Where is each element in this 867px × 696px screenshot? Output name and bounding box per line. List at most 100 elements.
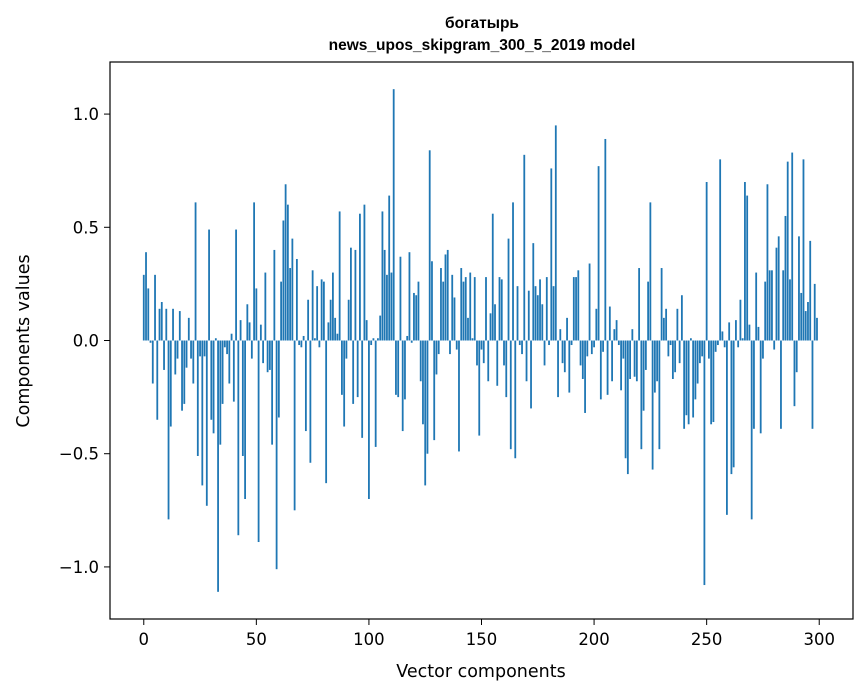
bar: [678, 340, 681, 364]
bar: [208, 229, 210, 341]
bar: [768, 270, 771, 341]
bar: [726, 340, 728, 515]
bar: [262, 340, 264, 364]
bar: [489, 313, 492, 341]
bar: [588, 263, 591, 341]
bar: [694, 340, 697, 400]
bar: [365, 320, 368, 341]
bar: [739, 299, 742, 341]
bar: [662, 317, 665, 341]
bar: [599, 340, 602, 400]
bar: [575, 277, 577, 341]
bar: [167, 340, 170, 520]
bar: [194, 202, 197, 341]
bar: [386, 274, 388, 341]
bar: [246, 304, 249, 341]
bar: [692, 340, 695, 418]
bar: [172, 308, 174, 341]
bar: [379, 315, 382, 341]
y-tick-label: −0.5: [59, 445, 99, 464]
bar: [719, 159, 722, 341]
bar: [667, 340, 670, 357]
bar: [615, 320, 618, 341]
bar: [268, 340, 271, 370]
bar: [264, 272, 267, 341]
bar: [656, 340, 659, 382]
bar: [289, 268, 292, 341]
bar: [399, 256, 402, 341]
bar: [277, 340, 280, 418]
bar: [586, 340, 589, 357]
y-tick-label: 0.5: [73, 218, 99, 237]
bar: [741, 338, 744, 341]
bar: [397, 340, 400, 398]
bar: [176, 340, 179, 359]
bar: [343, 340, 346, 427]
bar: [611, 340, 613, 382]
bar: [413, 292, 415, 341]
bar: [687, 340, 690, 425]
bar: [617, 340, 620, 346]
bar: [228, 340, 231, 384]
bar: [446, 249, 449, 341]
bar: [516, 286, 519, 341]
bar: [259, 324, 262, 341]
bar: [302, 335, 305, 341]
bar: [422, 340, 424, 425]
bar: [163, 340, 165, 370]
x-tick-label: 300: [803, 630, 835, 649]
bar: [771, 270, 773, 341]
bar: [271, 340, 274, 445]
x-axis: 0 50 100 150 200 250 300: [139, 619, 835, 649]
bar: [275, 340, 278, 570]
bar: [374, 340, 377, 447]
bar: [462, 281, 465, 341]
bar: [680, 295, 683, 341]
bar: [746, 195, 749, 341]
bar: [178, 311, 181, 341]
bar: [703, 340, 706, 586]
bar: [334, 317, 337, 341]
bar: [347, 299, 350, 341]
bar: [595, 308, 598, 341]
x-tick-label: 50: [246, 630, 267, 649]
bar: [388, 195, 391, 341]
bar: [793, 340, 796, 407]
bar: [203, 340, 206, 357]
bar: [419, 340, 422, 382]
bar: [689, 338, 692, 341]
bar: [368, 340, 370, 499]
bar: [518, 340, 521, 346]
bar: [644, 340, 647, 370]
bar: [732, 340, 735, 468]
bar: [676, 308, 679, 341]
bar: [577, 270, 580, 341]
bar: [552, 286, 555, 341]
bar: [471, 338, 474, 341]
bar: [674, 340, 677, 373]
bar: [512, 202, 514, 341]
bar: [223, 340, 226, 348]
bar: [250, 340, 253, 359]
bar: [541, 304, 544, 341]
bar: [142, 274, 145, 341]
bar: [147, 288, 150, 341]
bar: [390, 272, 393, 341]
bar: [559, 329, 562, 341]
bar: [455, 340, 458, 350]
bar: [561, 340, 564, 364]
bar: [658, 340, 661, 450]
bar: [494, 304, 496, 341]
bar: [730, 340, 733, 475]
bar: [235, 229, 237, 341]
bar: [151, 340, 154, 384]
bar: [503, 340, 505, 366]
bar: [629, 340, 631, 379]
bar: [701, 340, 704, 357]
bar: [404, 340, 406, 400]
bar: [717, 340, 719, 346]
bar: [196, 340, 199, 456]
bar: [626, 340, 629, 475]
bar: [221, 340, 224, 404]
x-axis-label: Vector components: [396, 662, 565, 682]
